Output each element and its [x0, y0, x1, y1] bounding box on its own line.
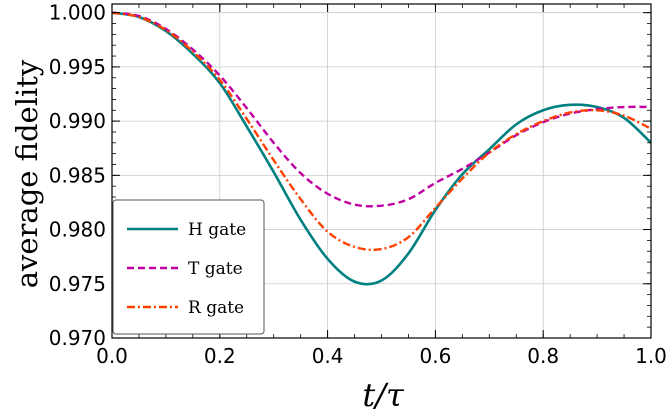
y-tick-label: 1.000: [49, 1, 106, 25]
y-tick-label: 0.995: [49, 55, 106, 79]
y-tick-label: 0.990: [49, 109, 106, 133]
legend-box: [112, 199, 265, 335]
series-line-r-gate: [111, 11, 652, 252]
y-axis-label: average fidelity: [10, 59, 44, 288]
legend-label: T gate: [188, 259, 243, 279]
legend-label: R gate: [188, 298, 244, 318]
x-tick-label: 1.0: [635, 344, 667, 368]
series-line-t-gate: [111, 11, 652, 208]
x-tick-label: 0.6: [419, 344, 451, 368]
series-lines: [111, 11, 652, 286]
y-tick-label: 0.980: [49, 218, 106, 242]
plot-frame: [111, 3, 652, 339]
y-tick-label: 0.985: [49, 163, 106, 187]
tick-labels: 0.0 0.2 0.4 0.6 0.8 1.0 0.970 0.975 0.980 0.985 0.…: [49, 1, 667, 368]
x-tick-label: 0.8: [527, 344, 559, 368]
x-axis-label: t/τ: [362, 376, 405, 414]
series-line-h-gate: [111, 11, 652, 286]
legend-label: H gate: [188, 220, 246, 240]
y-tick-label: 0.970: [49, 326, 106, 350]
x-tick-label: 0.0: [96, 344, 128, 368]
x-tick-label: 0.4: [312, 344, 344, 368]
legend: H gate T gate R gate: [112, 199, 265, 335]
axis-ticks: [111, 4, 652, 339]
x-tick-label: 0.2: [204, 344, 236, 368]
y-tick-label: 0.975: [49, 272, 106, 296]
